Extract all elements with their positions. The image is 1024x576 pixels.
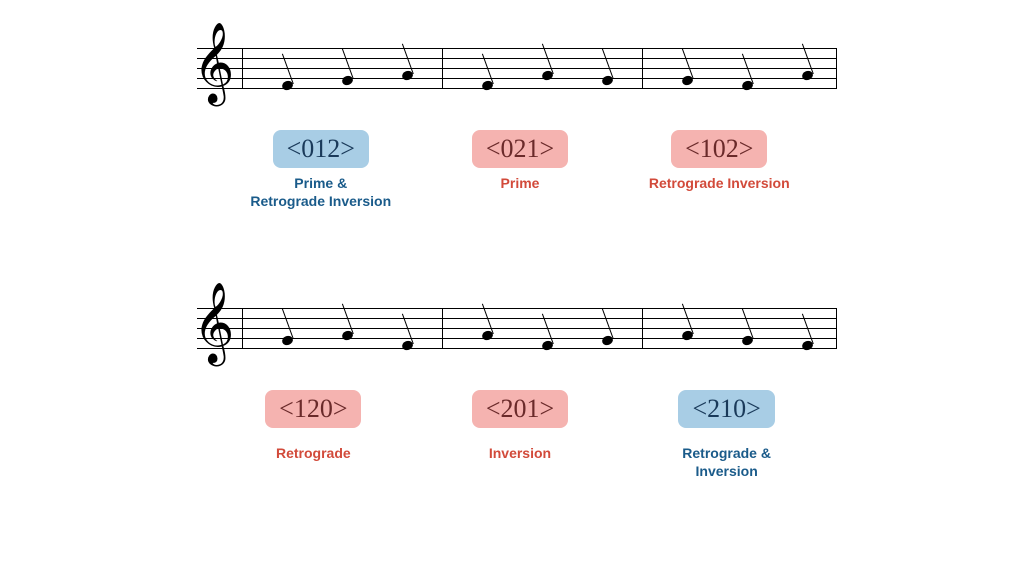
- staff-lines: 𝄞: [197, 308, 837, 348]
- note: [281, 334, 294, 346]
- pattern-label: Inversion: [489, 444, 551, 462]
- note: [281, 79, 294, 91]
- pattern-box: <120>: [265, 390, 361, 428]
- pattern-label: Retrograde Inversion: [649, 174, 790, 192]
- note: [401, 339, 414, 351]
- pattern-box: <102>: [671, 130, 767, 168]
- pattern-label: Retrograde &Inversion: [682, 444, 771, 480]
- note: [601, 334, 614, 346]
- pattern-group-120: <120> Retrograde: [265, 390, 361, 480]
- pattern-group-102: <102> Retrograde Inversion: [649, 130, 790, 210]
- treble-clef-icon: 𝄞: [193, 289, 234, 359]
- note: [341, 74, 354, 86]
- note: [801, 69, 814, 81]
- pattern-group-210: <210> Retrograde &Inversion: [678, 390, 774, 480]
- pattern-group-012: <012> Prime &Retrograde Inversion: [250, 130, 391, 210]
- note: [401, 69, 414, 81]
- note: [741, 334, 754, 346]
- row-2-labels: <120> Retrograde <201> Inversion <210> R…: [210, 390, 830, 480]
- note: [801, 339, 814, 351]
- row-1-labels: <012> Prime &Retrograde Inversion <021> …: [210, 130, 830, 210]
- pattern-box: <012>: [273, 130, 369, 168]
- pattern-label: Prime: [501, 174, 540, 192]
- note: [601, 74, 614, 86]
- pattern-group-201: <201> Inversion: [472, 390, 568, 480]
- pattern-box: <210>: [678, 390, 774, 428]
- staff-1: 𝄞: [197, 48, 837, 88]
- note: [681, 329, 694, 341]
- pattern-label: Retrograde: [276, 444, 351, 462]
- note: [541, 339, 554, 351]
- pattern-box: <021>: [472, 130, 568, 168]
- note: [481, 329, 494, 341]
- note: [541, 69, 554, 81]
- pattern-group-021: <021> Prime: [472, 130, 568, 210]
- note: [481, 79, 494, 91]
- staff-2: 𝄞: [197, 308, 837, 348]
- note: [341, 329, 354, 341]
- staff-lines: 𝄞: [197, 48, 837, 88]
- treble-clef-icon: 𝄞: [193, 29, 234, 99]
- note: [681, 74, 694, 86]
- note: [741, 79, 754, 91]
- pattern-label: Prime &Retrograde Inversion: [250, 174, 391, 210]
- pattern-box: <201>: [472, 390, 568, 428]
